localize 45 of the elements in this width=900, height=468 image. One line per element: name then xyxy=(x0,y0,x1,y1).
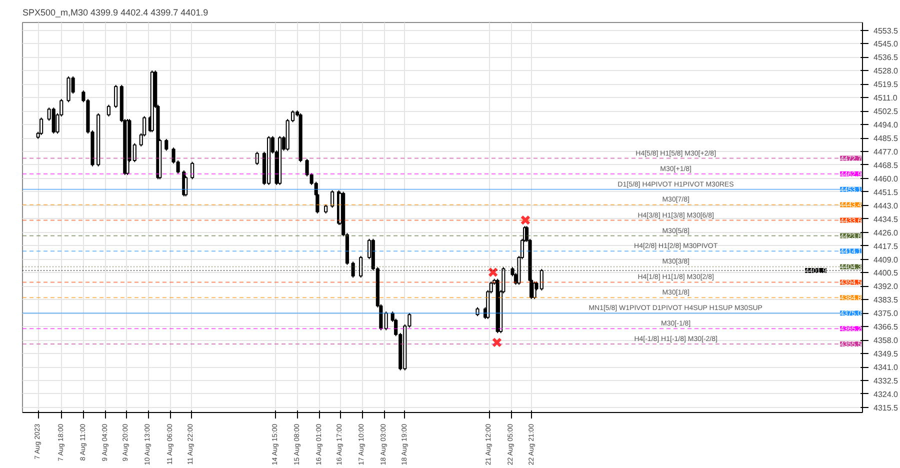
candlestick xyxy=(384,311,388,331)
y-tick-label: 4409.0 xyxy=(874,255,899,264)
y-tick-label: 4434.5 xyxy=(874,214,899,224)
y-tick-label: 4477.0 xyxy=(874,147,899,156)
candlestick xyxy=(255,151,259,166)
y-tick-label: 4536.5 xyxy=(874,53,899,62)
candlestick xyxy=(164,138,168,152)
candlestick xyxy=(40,117,44,136)
point xyxy=(520,215,530,226)
y-tick-label: 4349.5 xyxy=(874,350,899,359)
y-tick-label: 4528.0 xyxy=(874,66,899,76)
y-tick-label: 4502.5 xyxy=(874,107,899,116)
y-tick-label: 4332.5 xyxy=(874,376,899,386)
y-tick-label: 4553.5 xyxy=(874,26,899,36)
candlestick xyxy=(190,161,194,180)
y-tick-label: 4451.5 xyxy=(874,188,899,197)
y-tick-label: 4341.0 xyxy=(874,363,899,372)
candlestick xyxy=(359,255,363,278)
candlestick xyxy=(114,84,118,108)
point xyxy=(492,337,502,348)
point xyxy=(488,267,498,278)
candlestick xyxy=(106,104,110,117)
y-tick-label: 4460.0 xyxy=(874,174,899,184)
candlestick xyxy=(132,142,136,163)
candlestick xyxy=(52,107,56,134)
y-tick-label: 4443.0 xyxy=(874,201,899,210)
y-tick-label: 4358.0 xyxy=(874,336,899,346)
y-tick-label: 4417.5 xyxy=(874,242,899,251)
y-tick-label: 4392.0 xyxy=(874,282,899,292)
y-tick-label: 4519.5 xyxy=(874,80,899,90)
candlestick xyxy=(330,190,334,208)
candlestick xyxy=(351,261,355,278)
y-tick-label: 4400.5 xyxy=(874,268,899,278)
y-tick-label: 4383.5 xyxy=(874,296,899,305)
y-tick-label: 4494.0 xyxy=(874,120,899,130)
y-tick-label: 4375.0 xyxy=(874,309,899,318)
chart-title: SPX500_m,M30 4399.9 4402.4 4399.7 4401.9 xyxy=(22,8,208,18)
y-tick-label: 4426.0 xyxy=(874,228,899,238)
y-tick-label: 4315.5 xyxy=(874,403,899,412)
y-tick-label: 4366.5 xyxy=(874,322,899,332)
y-tick-label: 4545.0 xyxy=(874,40,899,49)
y-tick-label: 4511.0 xyxy=(874,94,898,103)
y-tick-label: 4324.0 xyxy=(874,390,899,399)
y-tick-label: 4468.5 xyxy=(874,160,899,170)
y-tick-label: 4485.5 xyxy=(874,134,899,144)
